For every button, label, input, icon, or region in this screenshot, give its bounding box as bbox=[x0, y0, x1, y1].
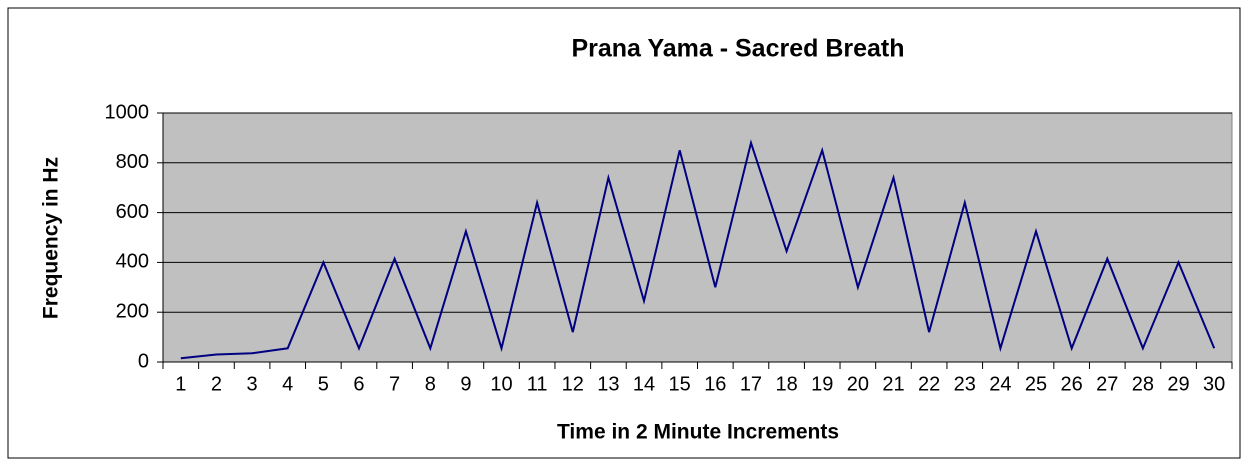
x-tick-label: 15 bbox=[669, 373, 691, 395]
x-tick-label: 24 bbox=[989, 373, 1011, 395]
x-axis-label: Time in 2 Minute Increments bbox=[557, 421, 839, 444]
x-tick-label: 14 bbox=[633, 373, 655, 395]
y-tick-label: 200 bbox=[116, 300, 149, 322]
x-tick-label: 29 bbox=[1167, 373, 1189, 395]
x-tick-label: 20 bbox=[847, 373, 869, 395]
x-tick-label: 25 bbox=[1025, 373, 1047, 395]
x-tick-label: 26 bbox=[1061, 373, 1083, 395]
x-tick-label: 30 bbox=[1203, 373, 1225, 395]
x-tick-label: 2 bbox=[211, 373, 222, 395]
x-tick-label: 17 bbox=[740, 373, 762, 395]
x-tick-label: 19 bbox=[811, 373, 833, 395]
x-tick-label: 7 bbox=[389, 373, 400, 395]
x-tick-label: 9 bbox=[460, 373, 471, 395]
chart-title: Prana Yama - Sacred Breath bbox=[571, 35, 904, 63]
x-tick-label: 16 bbox=[704, 373, 726, 395]
y-axis-label: Frequency in Hz bbox=[40, 157, 63, 319]
x-tick-label: 22 bbox=[918, 373, 940, 395]
y-tick-label: 0 bbox=[138, 350, 149, 372]
x-tick-label: 10 bbox=[490, 373, 512, 395]
data-line bbox=[180, 139, 1216, 360]
x-tick-label: 8 bbox=[425, 373, 436, 395]
y-tick-label: 800 bbox=[116, 151, 149, 173]
y-tick-label: 400 bbox=[116, 251, 149, 273]
x-tick-label: 12 bbox=[562, 373, 584, 395]
x-tick-label: 23 bbox=[954, 373, 976, 395]
x-tick-label: 3 bbox=[247, 373, 258, 395]
x-tick-label: 11 bbox=[527, 373, 548, 395]
y-tick-label: 1000 bbox=[105, 101, 150, 123]
x-tick-label: 4 bbox=[282, 373, 293, 395]
x-tick-label: 1 bbox=[175, 373, 186, 395]
x-tick-label: 21 bbox=[882, 373, 904, 395]
y-tick-label: 600 bbox=[116, 201, 149, 223]
x-tick-label: 5 bbox=[318, 373, 329, 395]
x-tick-label: 18 bbox=[775, 373, 797, 395]
x-tick-label: 13 bbox=[597, 373, 619, 395]
x-tick-label: 6 bbox=[353, 373, 364, 395]
x-tick-label: 27 bbox=[1096, 373, 1118, 395]
plot-area bbox=[162, 112, 1233, 363]
x-tick-label: 28 bbox=[1132, 373, 1154, 395]
